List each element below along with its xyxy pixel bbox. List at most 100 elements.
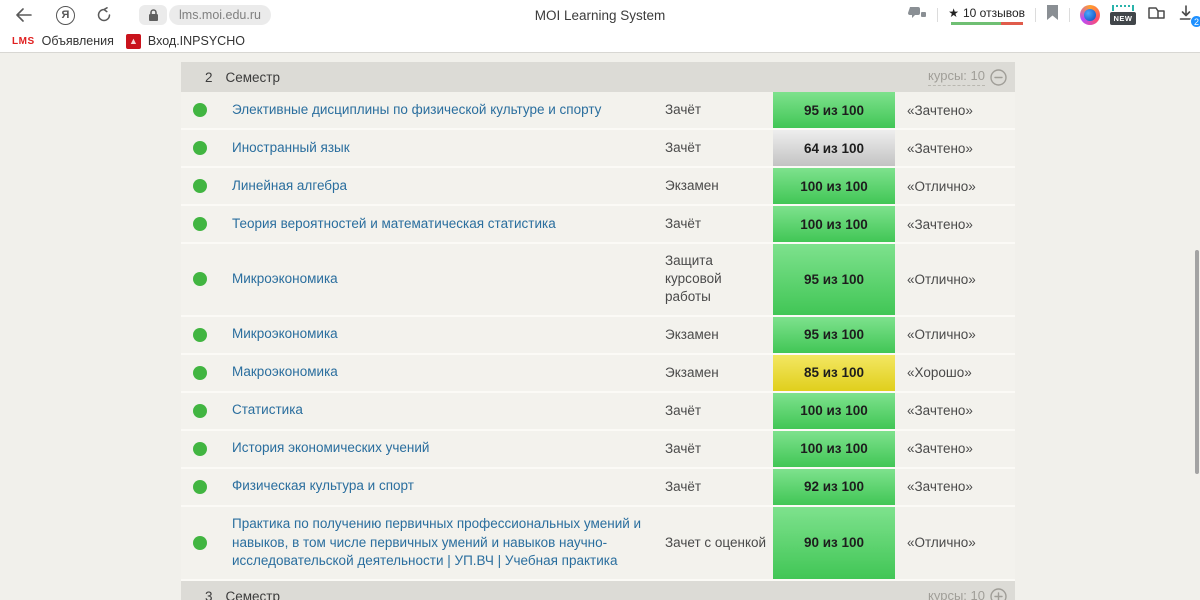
assessment-type-label: Экзамен bbox=[665, 177, 719, 193]
toolbar-right-cluster: ★ 10 отзывов NEW 2 bbox=[908, 0, 1200, 30]
semester-label: Семестр bbox=[225, 69, 281, 85]
grade-label: «Зачтено» bbox=[907, 479, 973, 495]
course-status-dot bbox=[193, 179, 207, 193]
grade-label: «Хорошо» bbox=[907, 365, 972, 381]
url-text: lms.moi.edu.ru bbox=[179, 8, 261, 22]
course-link[interactable]: Элективные дисциплины по физической куль… bbox=[232, 101, 602, 117]
table-row: Теория вероятностей и математическая ста… bbox=[181, 206, 1015, 244]
course-link[interactable]: Макроэкономика bbox=[232, 364, 338, 380]
table-row: История экономических учений Зачёт 100 и… bbox=[181, 430, 1015, 469]
bookmark-icon[interactable] bbox=[1046, 4, 1059, 26]
grade-label: «Зачтено» bbox=[907, 403, 973, 419]
assessment-type-label: Зачёт bbox=[665, 478, 702, 494]
reviews-count-label: 10 отзывов bbox=[962, 5, 1025, 20]
table-row: Физическая культура и спорт Зачёт 92 из … bbox=[181, 468, 1015, 507]
course-status-dot bbox=[193, 535, 207, 550]
toolbar-separator bbox=[1069, 8, 1070, 22]
course-link[interactable]: Микроэкономика bbox=[232, 326, 338, 342]
browser-toolbar: Я lms.moi.edu.ru MOI Learning System ★ 1… bbox=[0, 0, 1200, 30]
address-bar[interactable]: lms.moi.edu.ru bbox=[169, 5, 271, 25]
bookmark-label: Вход.INPSYCHO bbox=[147, 34, 245, 48]
assessment-type-label: Зачёт bbox=[665, 101, 702, 117]
star-icon: ★ bbox=[948, 5, 959, 20]
course-link[interactable]: Статистика bbox=[232, 402, 303, 418]
grade-label: «Зачтено» bbox=[907, 102, 973, 118]
table-row: Иностранный язык Зачёт 64 из 100 «Зачтен… bbox=[181, 130, 1015, 168]
course-status-dot bbox=[193, 272, 207, 287]
course-link[interactable]: Микроэкономика bbox=[232, 270, 338, 286]
semester-number: 2 bbox=[205, 69, 213, 85]
course-link[interactable]: Линейная алгебра bbox=[232, 177, 348, 193]
assessment-type-label: Экзамен bbox=[665, 326, 719, 342]
university-favicon: ▲ bbox=[125, 33, 141, 49]
scrollbar-thumb[interactable] bbox=[1195, 250, 1199, 474]
expand-semester-icon[interactable] bbox=[990, 588, 1007, 600]
bookmark-item-announcements[interactable]: LMS Объявления bbox=[12, 34, 114, 48]
score-badge: 92 из 100 bbox=[773, 468, 895, 505]
score-badge: 85 из 100 bbox=[773, 354, 895, 391]
course-link[interactable]: Иностранный язык bbox=[232, 139, 350, 155]
extension-browser-icon[interactable] bbox=[1080, 5, 1100, 25]
grade-label: «Зачтено» bbox=[907, 216, 973, 232]
score-badge: 100 из 100 bbox=[773, 392, 895, 429]
course-link[interactable]: Физическая культура и спорт bbox=[232, 478, 414, 494]
course-status-dot bbox=[193, 479, 207, 494]
course-table-body: Элективные дисциплины по физической куль… bbox=[181, 92, 1015, 582]
back-icon[interactable] bbox=[12, 4, 34, 26]
course-link[interactable]: Теория вероятностей и математическая ста… bbox=[232, 215, 556, 231]
score-badge: 100 из 100 bbox=[773, 206, 895, 242]
table-row: Микроэкономика Защита курсовой работы 95… bbox=[181, 244, 1015, 317]
reload-icon[interactable] bbox=[93, 4, 115, 26]
score-badge: 100 из 100 bbox=[773, 168, 895, 204]
score-badge: 95 из 100 bbox=[773, 244, 895, 315]
assessment-type-label: Зачёт bbox=[665, 215, 702, 231]
assessment-type-label: Защита курсовой работы bbox=[665, 253, 722, 305]
new-movies-extension-icon[interactable]: NEW bbox=[1110, 5, 1136, 25]
table-row: Статистика Зачёт 100 из 100 «Зачтено» bbox=[181, 392, 1015, 431]
semester-label: Семестр bbox=[225, 588, 281, 600]
course-link[interactable]: История экономических учений bbox=[232, 440, 430, 456]
ssl-lock-icon[interactable] bbox=[139, 5, 167, 25]
course-status-dot bbox=[193, 327, 207, 342]
yandex-browser-icon[interactable]: Я bbox=[56, 5, 75, 25]
course-link[interactable]: Практика по получению первичных професси… bbox=[232, 515, 642, 569]
reviews-rating-bar bbox=[950, 21, 1023, 25]
site-reviews-widget[interactable]: ★ 10 отзывов bbox=[948, 6, 1025, 25]
score-badge: 95 из 100 bbox=[773, 92, 895, 128]
assessment-type-label: Зачет с оценкой bbox=[665, 534, 767, 550]
course-status-dot bbox=[193, 217, 207, 231]
course-status-dot bbox=[193, 441, 207, 456]
course-status-dot bbox=[193, 403, 207, 418]
assessment-type-label: Зачёт bbox=[665, 440, 702, 456]
score-badge: 95 из 100 bbox=[773, 316, 895, 353]
table-row: Микроэкономика Экзамен 95 из 100 «Отличн… bbox=[181, 316, 1015, 355]
protect-icon[interactable] bbox=[908, 4, 927, 26]
semester-number: 3 bbox=[205, 588, 213, 600]
semester-2-header: 2 Семестр курсы: 10 bbox=[181, 62, 1015, 92]
grade-label: «Зачтено» bbox=[907, 140, 973, 156]
collapse-semester-icon[interactable] bbox=[990, 68, 1007, 86]
assessment-type-label: Зачёт bbox=[665, 402, 702, 418]
score-badge: 90 из 100 bbox=[773, 506, 895, 580]
table-row: Линейная алгебра Экзамен 100 из 100 «Отл… bbox=[181, 168, 1015, 206]
toolbar-separator bbox=[1035, 8, 1036, 22]
course-status-dot bbox=[193, 103, 207, 117]
bookmark-label: Объявления bbox=[41, 34, 114, 48]
lms-page-content: 2 Семестр курсы: 10 Элективные дисциплин… bbox=[0, 53, 1200, 600]
grade-label: «Отлично» bbox=[907, 178, 976, 194]
bookmarks-bar: LMS Объявления ▲ Вход.INPSYCHO bbox=[0, 30, 1200, 53]
grade-label: «Отлично» bbox=[907, 535, 976, 551]
courses-count-link[interactable]: курсы: 10 bbox=[928, 68, 985, 86]
assessment-type-label: Экзамен bbox=[665, 364, 719, 380]
collections-icon[interactable] bbox=[1146, 4, 1168, 27]
grade-label: «Отлично» bbox=[907, 327, 976, 343]
table-row: Элективные дисциплины по физической куль… bbox=[181, 92, 1015, 130]
table-row: Практика по получению первичных професси… bbox=[181, 506, 1015, 582]
bookmark-item-login[interactable]: ▲ Вход.INPSYCHO bbox=[125, 33, 245, 49]
downloads-icon[interactable]: 2 bbox=[1178, 4, 1200, 28]
assessment-type-label: Зачёт bbox=[665, 139, 702, 155]
new-badge: NEW bbox=[1110, 12, 1136, 25]
courses-count-link[interactable]: курсы: 10 bbox=[928, 588, 985, 600]
semester-3-header: 3 Семестр курсы: 10 bbox=[181, 581, 1015, 600]
lms-favicon: LMS bbox=[12, 35, 35, 47]
